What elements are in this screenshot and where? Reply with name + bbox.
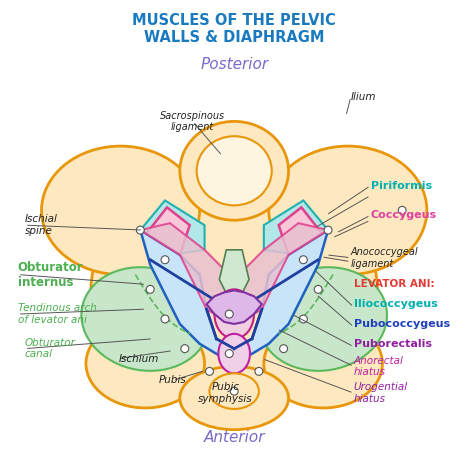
Circle shape xyxy=(161,256,169,264)
Polygon shape xyxy=(239,223,328,314)
Text: Obturator
internus: Obturator internus xyxy=(18,261,83,289)
Ellipse shape xyxy=(269,146,427,274)
Text: Piriformis: Piriformis xyxy=(371,181,432,191)
Text: Tendinous arch
of levator ani: Tendinous arch of levator ani xyxy=(18,303,97,325)
Ellipse shape xyxy=(42,146,200,274)
Polygon shape xyxy=(264,201,328,255)
Polygon shape xyxy=(140,201,205,255)
Circle shape xyxy=(255,367,263,375)
Ellipse shape xyxy=(214,289,254,339)
Ellipse shape xyxy=(210,374,259,409)
Circle shape xyxy=(314,285,322,293)
Ellipse shape xyxy=(91,181,377,398)
Circle shape xyxy=(230,387,238,395)
Circle shape xyxy=(161,315,169,323)
Circle shape xyxy=(280,345,288,353)
Text: Coccygeus: Coccygeus xyxy=(371,210,437,220)
Circle shape xyxy=(398,206,406,214)
Ellipse shape xyxy=(82,267,209,371)
Text: Ilium: Ilium xyxy=(351,91,376,102)
Text: Posterior: Posterior xyxy=(200,56,268,72)
Circle shape xyxy=(146,285,154,293)
Text: Anterior: Anterior xyxy=(203,430,265,445)
Circle shape xyxy=(300,256,307,264)
Circle shape xyxy=(206,367,213,375)
Circle shape xyxy=(225,310,233,318)
Text: Pubic
symphysis: Pubic symphysis xyxy=(198,383,253,404)
Polygon shape xyxy=(207,291,262,324)
Text: WALLS & DIAPHRAGM: WALLS & DIAPHRAGM xyxy=(144,30,324,45)
Polygon shape xyxy=(145,207,190,257)
Ellipse shape xyxy=(86,319,205,408)
Polygon shape xyxy=(279,207,323,257)
Text: MUSCLES OF THE PELVIC: MUSCLES OF THE PELVIC xyxy=(132,13,336,28)
Text: Iliococcygeus: Iliococcygeus xyxy=(354,299,438,309)
Circle shape xyxy=(300,315,307,323)
Circle shape xyxy=(225,350,233,357)
Ellipse shape xyxy=(259,267,387,371)
Circle shape xyxy=(324,226,332,234)
Text: Puborectalis: Puborectalis xyxy=(354,339,432,349)
Circle shape xyxy=(137,226,144,234)
Polygon shape xyxy=(140,230,328,358)
Text: LEVATOR ANI:: LEVATOR ANI: xyxy=(354,280,434,290)
Text: Ischial
spine: Ischial spine xyxy=(25,214,57,236)
Text: Anorectal
hiatus: Anorectal hiatus xyxy=(354,356,404,377)
Circle shape xyxy=(181,345,189,353)
Text: Anococcygeal
ligament: Anococcygeal ligament xyxy=(351,247,419,269)
Text: Pubis: Pubis xyxy=(159,375,187,385)
Polygon shape xyxy=(219,250,249,304)
Text: Urogential
hiatus: Urogential hiatus xyxy=(354,383,408,404)
Text: Obturator
canal: Obturator canal xyxy=(25,338,75,359)
Ellipse shape xyxy=(264,319,383,408)
Ellipse shape xyxy=(180,366,289,430)
Polygon shape xyxy=(140,223,229,314)
Text: Pubococcygeus: Pubococcygeus xyxy=(354,319,450,329)
Ellipse shape xyxy=(219,334,250,374)
Text: Ischium: Ischium xyxy=(118,354,159,364)
Ellipse shape xyxy=(180,121,289,220)
Text: Sacrospinous
ligament: Sacrospinous ligament xyxy=(160,110,225,132)
Ellipse shape xyxy=(197,136,272,205)
